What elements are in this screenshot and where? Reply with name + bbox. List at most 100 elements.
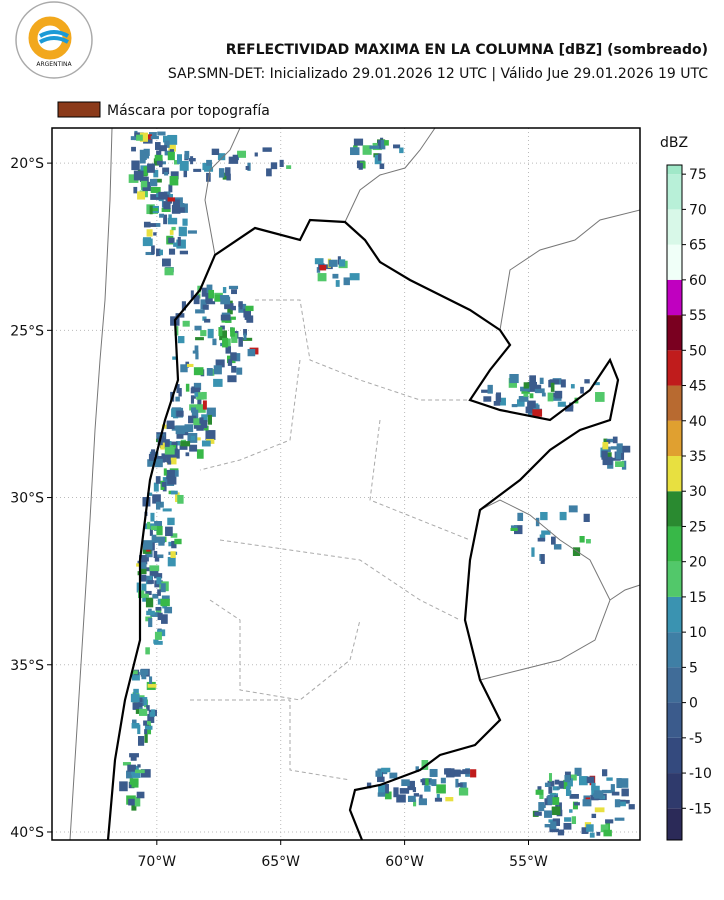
echo-cell [554, 828, 559, 833]
echo-cell [184, 424, 194, 433]
echo-cell [168, 214, 172, 223]
echo-cell [139, 574, 147, 582]
echo-cell [589, 832, 595, 838]
echo-cell [154, 458, 163, 468]
echo-cell [133, 186, 138, 194]
echo-cell [602, 769, 608, 777]
echo-cell [431, 779, 437, 787]
echo-cell [234, 353, 241, 362]
echo-cell [169, 229, 174, 235]
echo-cell [563, 822, 572, 830]
echo-cell [529, 375, 536, 385]
map-area [51, 127, 641, 841]
echo-cell [170, 533, 178, 538]
colorbar-segment [667, 491, 682, 527]
lat-tick-label: 40°S [10, 825, 44, 841]
echo-cell [194, 345, 199, 352]
echo-cell [162, 135, 171, 143]
echo-cell [130, 754, 137, 761]
echo-cell [153, 232, 157, 236]
echo-cell [212, 338, 217, 346]
echo-cell [194, 325, 202, 331]
echo-cell [596, 831, 601, 836]
echo-cell [421, 760, 429, 770]
echo-cell [200, 330, 207, 337]
echo-cell [177, 494, 184, 504]
echo-cell [571, 816, 577, 825]
echo-cell [553, 544, 562, 550]
echo-cell [178, 226, 187, 237]
echo-cell [572, 547, 581, 556]
colorbar-tick-label: -10 [689, 766, 712, 782]
coast-brazil [609, 584, 641, 601]
echo-cell [135, 709, 140, 714]
echo-cell [339, 259, 346, 267]
echo-cell [220, 325, 225, 330]
echo-cell [316, 267, 321, 273]
echo-cell [551, 806, 561, 816]
echo-cell [160, 598, 170, 607]
echo-cell [615, 451, 622, 460]
echo-cell [452, 769, 461, 777]
echo-cell [266, 168, 272, 177]
echo-cell [150, 135, 159, 140]
echo-cell [143, 720, 149, 726]
echo-cell [436, 794, 440, 800]
echo-cell [122, 762, 131, 766]
echo-cell [167, 517, 175, 526]
colorbar-segment [667, 385, 682, 421]
echo-cell [158, 191, 168, 200]
echo-cell [145, 647, 150, 655]
echo-cell [217, 153, 226, 161]
echo-cell [171, 226, 176, 231]
echo-cell [171, 408, 176, 418]
echo-cell [617, 801, 626, 807]
echo-cell [190, 290, 194, 299]
echo-cell [537, 537, 546, 542]
echo-cell [202, 162, 213, 171]
echo-cell [215, 359, 225, 368]
border-brazil [499, 209, 641, 331]
echo-cell [147, 521, 151, 530]
province-line [369, 419, 471, 541]
echo-cell [332, 273, 339, 279]
echo-cell [166, 457, 171, 463]
echo-cell [183, 167, 188, 178]
echo-cell [548, 773, 553, 782]
echo-cell [559, 511, 567, 521]
echo-cell [192, 350, 199, 354]
echo-cell [150, 542, 155, 551]
lon-tick-label: 60°W [385, 854, 424, 870]
echo-cell [167, 151, 175, 161]
echo-cell [211, 148, 220, 156]
echo-cell [593, 382, 600, 386]
echo-cell [572, 801, 578, 810]
colorbar-segment [667, 420, 682, 456]
echo-cell [457, 782, 463, 787]
echo-cell [174, 538, 182, 545]
echo-cell [319, 264, 327, 271]
echo-cell [141, 583, 147, 592]
echo-cell [130, 136, 136, 141]
colorbar-tick-label: 70 [689, 202, 707, 218]
echo-cell [137, 191, 146, 200]
echo-cell [193, 295, 200, 305]
echo-cell [196, 422, 204, 431]
echo-cell [157, 612, 163, 621]
echo-cell [615, 461, 625, 467]
echo-cell [193, 367, 204, 376]
echo-cell [564, 774, 571, 783]
echo-cell [222, 172, 228, 180]
echo-cell [574, 802, 580, 806]
borders-thin [69, 127, 641, 841]
border-argentina [106, 218, 620, 841]
echo-cell [202, 400, 207, 410]
colorbar-tick-label: 25 [689, 519, 707, 535]
echo-cell [434, 797, 443, 802]
echo-cell [358, 162, 363, 170]
echo-cell [131, 160, 140, 171]
echo-cell [127, 764, 136, 772]
echo-cell [179, 445, 188, 450]
echo-cell [343, 277, 350, 286]
